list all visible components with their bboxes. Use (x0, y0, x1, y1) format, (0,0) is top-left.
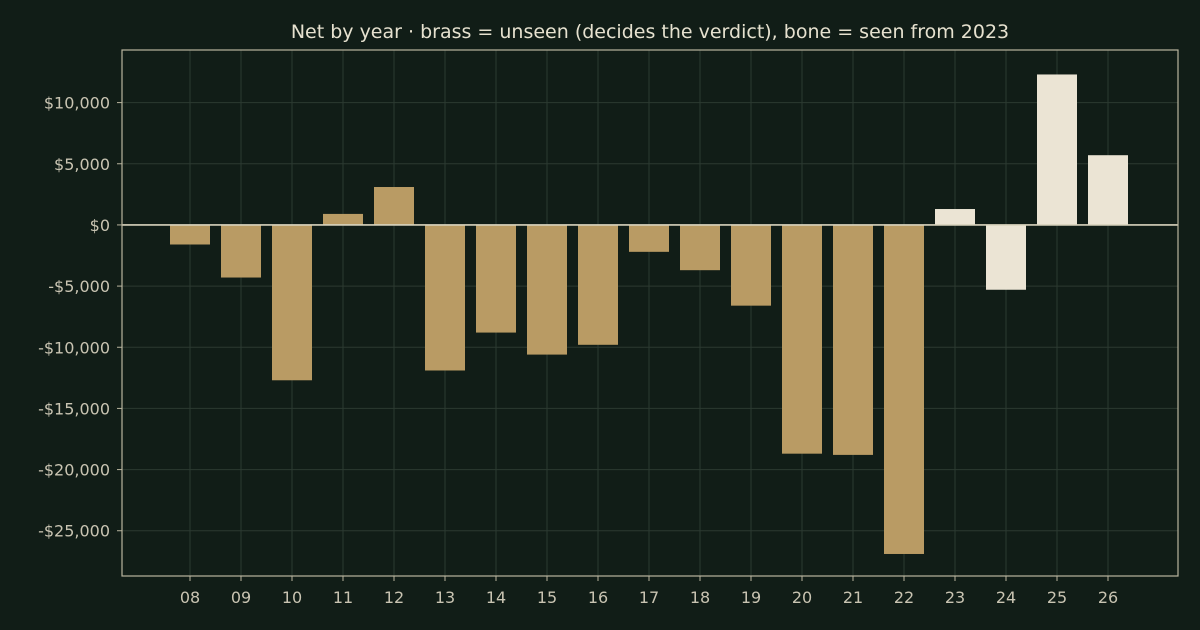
chart-title: Net by year · brass = unseen (decides th… (291, 21, 1009, 43)
y-tick-label: -$20,000 (38, 461, 110, 480)
plot-frame (121, 49, 1179, 577)
y-tick-label: -$25,000 (38, 522, 110, 541)
bar-26 (1088, 155, 1128, 225)
y-tick-label: $0 (90, 216, 110, 235)
x-tick-label: 21 (843, 588, 863, 607)
x-tick-label: 16 (588, 588, 608, 607)
bar-16 (578, 224, 618, 345)
x-tick-label: 20 (792, 588, 812, 607)
y-tick-label: -$10,000 (38, 338, 110, 357)
y-tick-label: -$15,000 (38, 399, 110, 418)
x-tick-label: 13 (435, 588, 455, 607)
x-tick-label: 22 (894, 588, 914, 607)
x-tick-label: 11 (333, 588, 353, 607)
bar-17 (629, 224, 669, 252)
bar-11 (323, 213, 363, 225)
bar-24 (986, 224, 1026, 290)
y-tick-label: -$5,000 (48, 277, 110, 296)
x-axis-ticks: 08 09 10 11 12 13 14 15 16 17 18 19 20 21 22 23 24 25 26 (180, 576, 1118, 607)
bar-10 (272, 224, 312, 381)
x-tick-label: 14 (486, 588, 506, 607)
bar-22 (884, 224, 924, 554)
x-tick-label: 23 (945, 588, 965, 607)
bar-15 (527, 224, 567, 355)
x-tick-label: 10 (282, 588, 302, 607)
bar-20 (782, 224, 822, 454)
bar-12 (374, 187, 414, 225)
bar-09 (221, 224, 261, 278)
bar-13 (425, 224, 465, 371)
y-axis-ticks: $10,000 $5,000 $0 -$5,000 -$10,000 -$15,000 -$… (38, 94, 122, 541)
bar-21 (833, 224, 873, 455)
x-tick-label: 17 (639, 588, 659, 607)
x-tick-label: 24 (996, 588, 1016, 607)
bar-25 (1037, 74, 1077, 225)
x-tick-label: 18 (690, 588, 710, 607)
x-tick-label: 26 (1098, 588, 1118, 607)
x-tick-label: 08 (180, 588, 200, 607)
x-tick-label: 25 (1047, 588, 1067, 607)
bar-19 (731, 224, 771, 306)
bar-23 (935, 209, 975, 225)
bar-18 (680, 224, 720, 271)
y-tick-label: $5,000 (54, 155, 110, 174)
x-tick-label: 15 (537, 588, 557, 607)
x-tick-label: 09 (231, 588, 251, 607)
bar-14 (476, 224, 516, 333)
bars (170, 74, 1128, 554)
x-tick-label: 12 (384, 588, 404, 607)
bar-08 (170, 224, 210, 245)
y-tick-label: $10,000 (44, 94, 110, 113)
x-tick-label: 19 (741, 588, 761, 607)
